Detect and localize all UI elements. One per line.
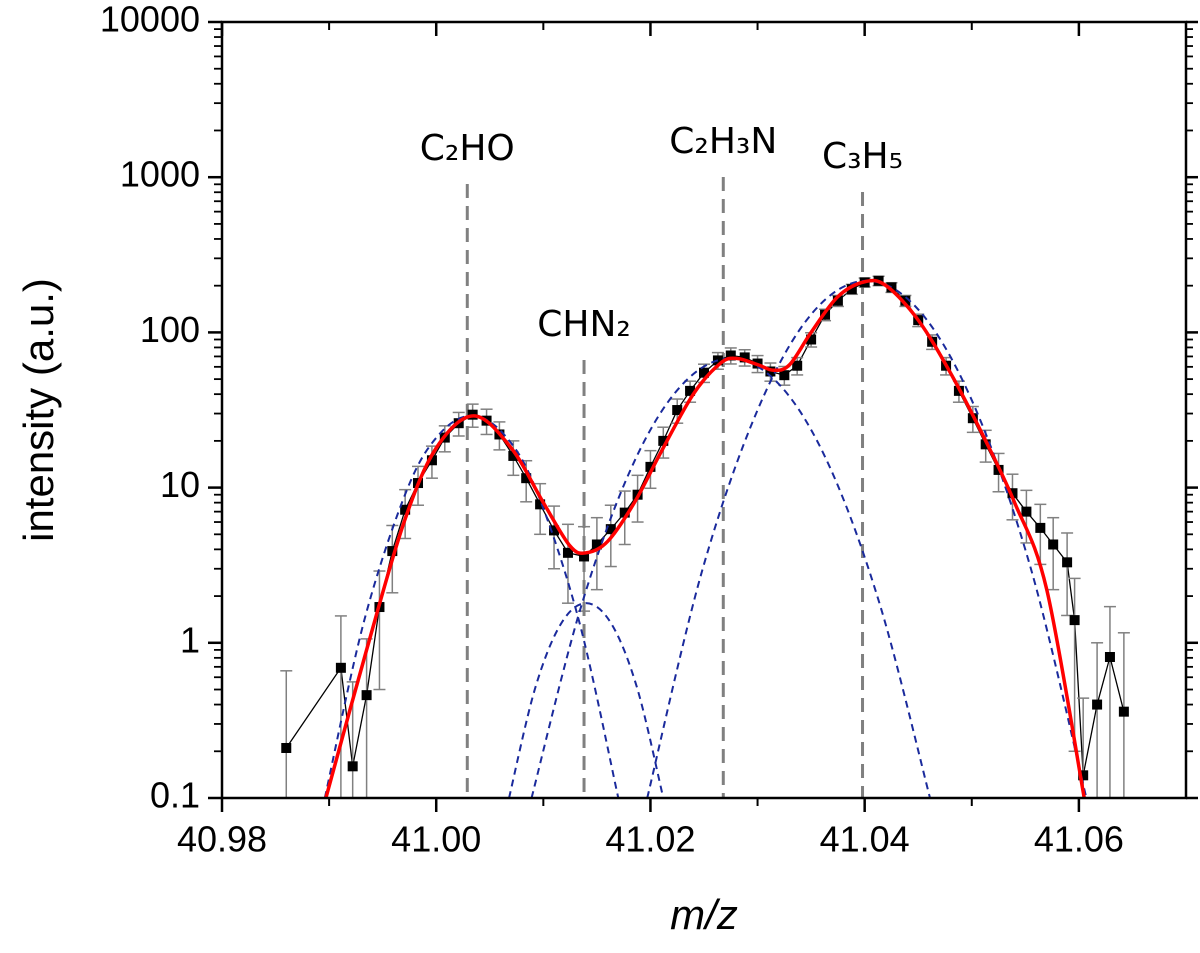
reference-label: C₃H₅ — [822, 136, 903, 177]
error-bar — [1047, 516, 1060, 591]
x-tick-label: 41.06 — [1034, 819, 1124, 860]
data-point — [579, 551, 590, 562]
x-axis-label: m/z — [670, 891, 738, 938]
error-bar — [561, 523, 574, 604]
data-point — [281, 742, 292, 753]
data-point — [685, 385, 696, 396]
data-point — [535, 499, 546, 510]
data-point — [1048, 539, 1059, 550]
data-point — [361, 690, 372, 701]
data-point — [1118, 706, 1129, 717]
data-point — [712, 355, 723, 366]
data-point — [1078, 770, 1089, 781]
data-point — [1104, 652, 1115, 663]
x-tick-label: 40.98 — [177, 819, 267, 860]
data-point — [562, 547, 573, 558]
y-tick-label: 0.1 — [150, 775, 200, 816]
reference-label: C₂HO — [420, 128, 515, 169]
y-tick-label: 10000 — [100, 0, 200, 40]
data-point — [591, 539, 602, 550]
y-tick-label: 10 — [160, 464, 200, 505]
data-point — [806, 334, 817, 345]
error-bar — [1020, 489, 1033, 544]
error-bar — [1091, 642, 1104, 798]
reference-label: C₂H₃N — [669, 121, 777, 162]
data-point — [699, 367, 709, 378]
data-point — [387, 546, 398, 557]
data-point — [1035, 522, 1046, 533]
component-curve — [508, 602, 665, 798]
plot-frame — [220, 20, 1188, 800]
data-point — [1092, 699, 1103, 710]
data-point — [549, 525, 560, 536]
data-point — [508, 450, 519, 461]
plot-area — [280, 177, 1130, 798]
x-tick-label: 41.04 — [820, 819, 910, 860]
data-point — [645, 461, 656, 472]
component-curve — [323, 414, 620, 798]
y-axis-label: intensity (a.u.) — [15, 278, 62, 542]
error-bar — [280, 670, 293, 798]
data-point — [619, 507, 630, 518]
data-point — [792, 360, 803, 371]
error-bar — [590, 516, 603, 591]
data-point — [672, 405, 683, 416]
data-point — [605, 524, 616, 535]
data-point — [335, 662, 346, 673]
data-line — [285, 280, 1125, 776]
data-point — [846, 284, 857, 295]
data-point — [832, 295, 843, 306]
data-point — [426, 455, 437, 466]
data-point — [400, 504, 411, 515]
data-point — [1021, 506, 1032, 517]
y-tick-label: 1 — [180, 619, 200, 660]
x-tick-label: 41.02 — [605, 819, 695, 860]
error-bar — [1117, 632, 1130, 798]
data-point — [1062, 557, 1073, 568]
error-bar — [1061, 532, 1074, 617]
error-bar — [334, 615, 347, 798]
data-point — [521, 473, 532, 484]
fit-curve — [324, 278, 1086, 798]
data-point — [739, 352, 750, 363]
data-point — [1069, 615, 1080, 626]
x-tick-label: 41.00 — [391, 819, 481, 860]
error-bar — [1103, 605, 1116, 798]
y-tick-label: 1000 — [120, 154, 200, 195]
data-point — [658, 435, 669, 446]
data-point — [725, 350, 736, 361]
data-point — [347, 761, 358, 772]
data-point — [900, 295, 911, 306]
component-curve — [530, 357, 931, 798]
y-tick-label: 100 — [140, 309, 200, 350]
data-point — [779, 370, 790, 381]
reference-label: CHN₂ — [537, 304, 631, 345]
